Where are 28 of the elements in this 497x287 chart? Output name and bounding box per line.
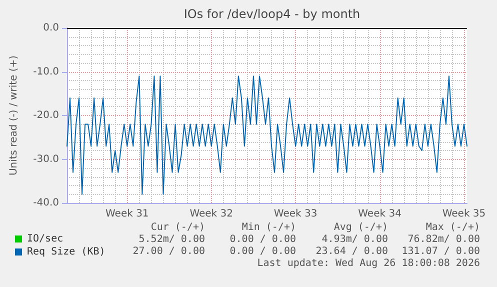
x-tick-label: Week 33	[274, 208, 318, 220]
chart-title: IOs for /dev/loop4 - by month	[184, 7, 360, 21]
line-series	[66, 76, 468, 195]
text: 76.82m/ 0.00	[408, 234, 480, 245]
text: Min (-/+)	[242, 222, 296, 233]
y-tick-label: 0.0	[43, 22, 59, 34]
text: Cur (-/+)	[150, 222, 205, 233]
y-tick-label: -30.0	[33, 154, 59, 165]
text: Avg (-/+)	[334, 222, 388, 233]
y-tick-label: -20.0	[33, 110, 59, 121]
text: 0.00 / 0.00	[230, 246, 296, 257]
text: Max (-/+)	[426, 222, 480, 233]
x-tick-label: Week 35	[442, 208, 486, 220]
legend-label: IO/sec	[27, 234, 64, 244]
text: 5.52m/ 0.00	[138, 234, 205, 245]
text: 4.93m/ 0.00	[322, 234, 388, 245]
text: 131.07 / 0.00	[402, 246, 480, 257]
text: Last update: Wed Aug 26 18:00:08 2026	[257, 258, 480, 269]
text: 23.64 / 0.00	[316, 246, 388, 257]
x-tick-label: Week 31	[105, 208, 149, 220]
x-tick-label: Week 32	[190, 208, 234, 220]
y-tick-label: -10.0	[33, 66, 59, 78]
legend-label: Req Size (KB)	[27, 246, 106, 258]
text: 27.00 / 0.00	[132, 246, 205, 257]
text: 0.00 / 0.00	[230, 234, 296, 245]
y-tick-label: -40.0	[33, 198, 59, 208]
x-tick-label: Week 34	[358, 208, 402, 220]
y-axis-title: Units read (-) / write (+)	[8, 55, 20, 176]
